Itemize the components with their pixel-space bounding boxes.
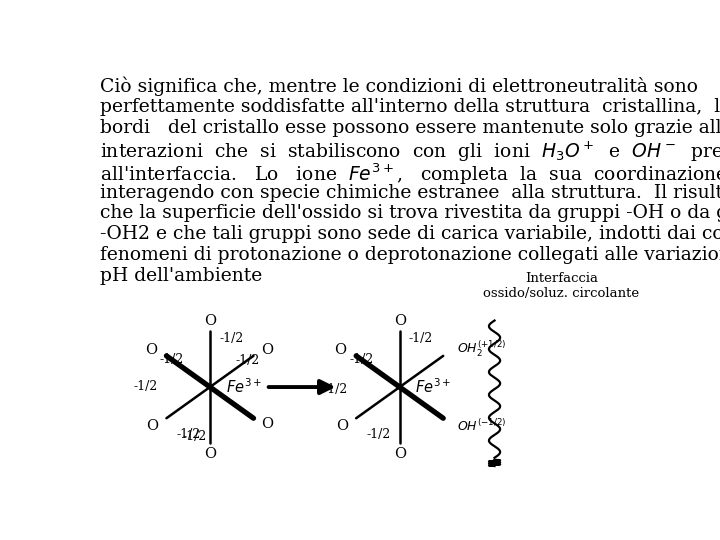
Text: -1/2: -1/2 [182,430,207,443]
Text: Interfaccia
ossido/soluz. circolante: Interfaccia ossido/soluz. circolante [483,272,639,300]
Text: che la superficie dell'ossido si trova rivestita da gruppi -OH o da gruppi: che la superficie dell'ossido si trova r… [100,204,720,222]
Text: O: O [146,418,158,433]
Text: -1/2: -1/2 [160,353,184,366]
Text: bordi   del cristallo esse possono essere mantenute solo grazie alle: bordi del cristallo esse possono essere … [100,119,720,137]
Text: fenomeni di protonazione o deprotonazione collegati alle variazioni di: fenomeni di protonazione o deprotonazion… [100,246,720,264]
Text: -1/2: -1/2 [323,383,348,396]
Text: -1/2: -1/2 [409,332,433,345]
Text: perfettamente soddisfatte all'interno della struttura  cristallina,  lungo i: perfettamente soddisfatte all'interno de… [100,98,720,116]
Text: $Fe^{3+}$: $Fe^{3+}$ [415,377,451,396]
Text: $OH^{(-1/2)}$: $OH^{(-1/2)}$ [457,418,506,434]
Text: interazioni  che  si  stabiliscono  con  gli  ioni  $H_3O^+$  e  $OH^-$  present: interazioni che si stabiliscono con gli … [100,140,720,164]
Text: O: O [394,314,406,328]
Text: O: O [336,418,348,433]
Text: O: O [204,314,216,328]
Text: all'interfaccia.   Lo   ione  $Fe^{3+}$,   completa  la  sua  coordinazione: all'interfaccia. Lo ione $Fe^{3+}$, comp… [100,161,720,187]
Text: O: O [261,417,274,431]
Text: -1/2: -1/2 [176,428,201,441]
Text: O: O [261,342,274,356]
Text: -1/2: -1/2 [134,380,158,393]
Text: -1/2: -1/2 [219,332,243,345]
Text: Ciò significa che, mentre le condizioni di elettroneutralità sono: Ciò significa che, mentre le condizioni … [100,77,698,96]
Text: pH dell'ambiente: pH dell'ambiente [100,267,262,285]
Text: O: O [335,342,346,356]
Text: $OH_2^{(+1/2)}$: $OH_2^{(+1/2)}$ [457,338,506,359]
Text: O: O [145,342,157,356]
Text: -1/2: -1/2 [350,353,374,366]
Text: -OH2 e che tali gruppi sono sede di carica variabile, indotti dai continui: -OH2 e che tali gruppi sono sede di cari… [100,225,720,243]
Text: interagendo con specie chimiche estranee  alla struttura.  Il risultato è: interagendo con specie chimiche estranee… [100,183,720,202]
Text: O: O [204,447,216,461]
Text: O: O [394,447,406,461]
Text: -1/2: -1/2 [366,428,390,441]
Text: -1/2: -1/2 [235,354,260,367]
Text: $Fe^{3+}$: $Fe^{3+}$ [225,377,262,396]
